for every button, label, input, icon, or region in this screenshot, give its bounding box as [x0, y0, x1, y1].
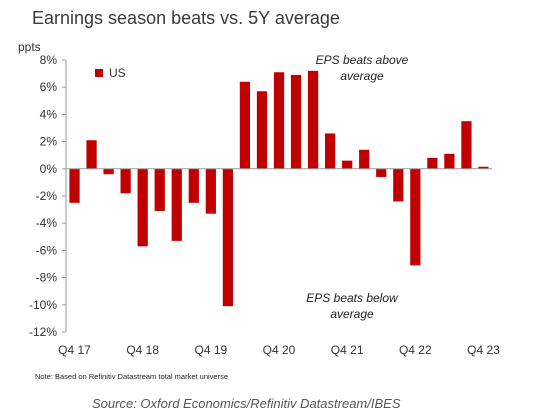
bar: [154, 168, 165, 211]
chart-source: Source: Oxford Economics/Refinitiv Datas…: [92, 396, 401, 411]
annotation-below-line1: EPS beats below: [306, 291, 398, 305]
annotation-below-line2: average: [330, 307, 374, 321]
bar: [239, 81, 251, 169]
x-tick-label: Q4 23: [467, 343, 500, 357]
bar: [307, 70, 319, 169]
bar: [410, 168, 421, 266]
bar: [171, 168, 182, 241]
bar: [137, 168, 148, 247]
y-tick-label: -10%: [29, 298, 57, 312]
y-tick-label: -8%: [36, 271, 58, 285]
bar: [188, 168, 199, 203]
bar: [461, 121, 472, 169]
bar: [478, 166, 489, 169]
bar: [273, 72, 285, 169]
chart-legend: US: [95, 66, 126, 80]
bar-chart: 8% 6% 4% 2% 0% -2% -4% -6% -8% -10% -12%Q4 17 Q4 18…: [29, 53, 500, 357]
bar: [256, 91, 268, 169]
y-tick-label: -2%: [36, 189, 58, 203]
y-tick-label: -12%: [29, 325, 57, 339]
x-tick-label: Q4 19: [194, 343, 227, 357]
chart-note: Note: Based on Refinitiv Datastream tota…: [35, 372, 229, 381]
chart-title: Earnings season beats vs. 5Y average: [32, 8, 340, 28]
bar: [359, 149, 370, 169]
bar: [444, 153, 455, 169]
bar: [205, 168, 216, 214]
x-tick-label: Q4 20: [263, 343, 296, 357]
legend-label-us: US: [109, 66, 126, 80]
y-tick-label: 6%: [40, 80, 58, 94]
annotation-beats-below: EPS beats below average: [282, 290, 422, 322]
bar: [393, 168, 404, 202]
bar: [222, 168, 233, 307]
y-tick-label: 4%: [40, 107, 58, 121]
y-axis-unit-label: ppts: [18, 40, 41, 54]
y-tick-label: 8%: [40, 53, 58, 67]
bar: [427, 157, 438, 169]
x-tick-label: Q4 17: [58, 343, 91, 357]
x-tick-label: Q4 18: [126, 343, 159, 357]
legend-swatch-us: [95, 69, 103, 77]
annotation-beats-above: EPS beats above average: [292, 52, 432, 84]
x-tick-label: Q4 21: [331, 343, 364, 357]
y-tick-label: 2%: [40, 135, 58, 149]
bar: [103, 168, 114, 175]
y-tick-label: -6%: [36, 243, 58, 257]
bar: [325, 133, 336, 169]
bar: [342, 160, 353, 169]
bar: [86, 140, 97, 169]
annotation-above-line2: average: [340, 69, 384, 83]
bar: [376, 168, 387, 177]
bar: [120, 168, 131, 194]
bar: [290, 74, 302, 169]
annotation-above-line1: EPS beats above: [315, 53, 409, 67]
bar: [69, 168, 80, 203]
x-tick-label: Q4 22: [399, 343, 432, 357]
y-tick-label: -4%: [36, 216, 58, 230]
y-tick-label: 0%: [40, 162, 58, 176]
